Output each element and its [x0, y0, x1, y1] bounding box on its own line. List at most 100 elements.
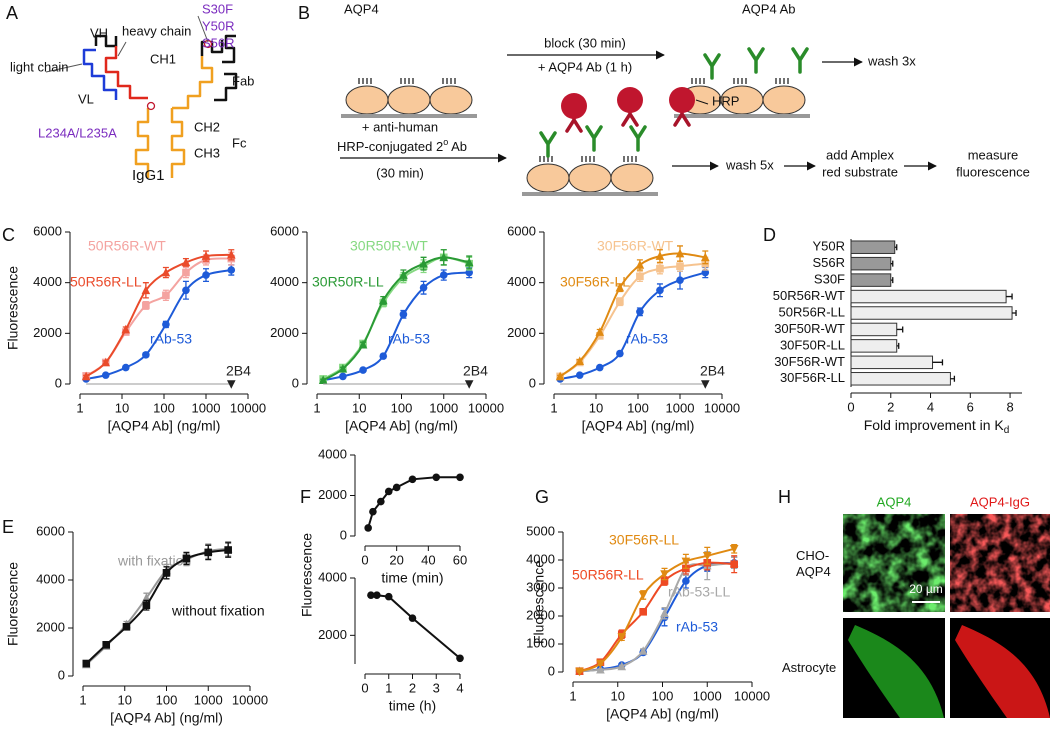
- panel-label: D: [763, 225, 776, 245]
- series-label: 2B4: [226, 363, 251, 379]
- marker: [464, 380, 474, 389]
- antibody: [585, 125, 603, 152]
- y-tick-label: S30F: [814, 272, 845, 287]
- marker: [81, 371, 91, 381]
- label: Fab: [232, 73, 254, 88]
- y-axis-label: Fluorescence: [5, 562, 21, 646]
- bar: [850, 240, 896, 254]
- mutation-site: [203, 39, 213, 49]
- fc-left: [134, 108, 150, 178]
- x-tick-label: 3: [433, 680, 440, 695]
- marker: [676, 276, 684, 284]
- marker: [660, 570, 669, 579]
- marker: [616, 297, 624, 306]
- y-tick-label: 0: [55, 375, 62, 390]
- marker: [639, 608, 647, 616]
- marker: [338, 364, 348, 373]
- label: AQP4: [344, 1, 379, 16]
- marker: [464, 257, 474, 267]
- vh-domain-right: [200, 40, 224, 56]
- marker: [392, 483, 401, 492]
- x-tick-label: 10: [118, 692, 132, 707]
- antibody: [747, 47, 765, 74]
- x-tick-label: 100: [627, 400, 649, 415]
- label: wash 3x: [867, 53, 916, 68]
- x-axis-label: [AQP4 Ab] (ng/ml): [108, 418, 221, 434]
- marker: [379, 352, 388, 360]
- y-tick-label: 6000: [36, 523, 65, 538]
- marker: [162, 569, 171, 577]
- marker: [358, 339, 368, 349]
- marker: [656, 286, 664, 295]
- column-label: AQP4: [877, 494, 912, 509]
- marker: [202, 271, 210, 279]
- marker: [616, 349, 624, 358]
- marker: [182, 554, 191, 563]
- x-tick-label: 1: [569, 688, 576, 703]
- marker: [617, 633, 627, 642]
- antibody-labels: VH heavy chain S30F Y50R S56R light chai…: [10, 1, 254, 184]
- heavy-chain-left: [104, 46, 148, 100]
- marker: [377, 497, 385, 506]
- antibody: [539, 131, 557, 158]
- marker: [638, 591, 648, 600]
- leader-line: [695, 99, 709, 105]
- marker: [102, 641, 111, 649]
- marker: [204, 548, 213, 557]
- panel-label: G: [535, 487, 549, 507]
- y-tick-label: 0: [529, 375, 536, 390]
- label: CH1: [150, 51, 176, 66]
- series-label: rAb-53: [150, 331, 192, 347]
- marker: [729, 545, 739, 554]
- marker: [700, 252, 710, 262]
- bar: [850, 289, 1007, 304]
- series-label: 2B4: [700, 363, 725, 379]
- marker: [359, 366, 367, 374]
- y-tick-label: 4000: [526, 551, 555, 566]
- series-label: without fixation: [171, 603, 265, 619]
- x-tick-label: 1000: [429, 400, 458, 415]
- error-bar: [1012, 310, 1017, 316]
- marker: [660, 577, 669, 585]
- marker: [456, 473, 464, 482]
- marker: [439, 252, 449, 262]
- marker: [681, 557, 691, 567]
- error-bar: [1006, 293, 1013, 300]
- bar: [850, 355, 934, 370]
- panel-label: H: [778, 487, 791, 507]
- series-label: rAb-53: [676, 619, 718, 635]
- marker: [615, 282, 625, 292]
- series-label: 30R50R-LL: [312, 274, 384, 290]
- y-tick-label: 4000: [36, 571, 65, 586]
- marker: [575, 356, 585, 365]
- marker: [595, 327, 605, 336]
- series-line: [559, 252, 706, 378]
- marker: [384, 592, 393, 601]
- leader-lines: [45, 15, 209, 73]
- cells: [339, 76, 479, 118]
- x-tick-label: 10000: [704, 400, 740, 415]
- y-tick-label: Y50R: [812, 239, 845, 254]
- x-tick-label: 1: [550, 400, 557, 415]
- label-part: Ab: [448, 139, 467, 154]
- antibody: [629, 125, 647, 152]
- x-tick-label: 2: [887, 399, 894, 414]
- y-tick-label: 50R56R-WT: [773, 288, 845, 303]
- light-chain-left: [82, 48, 118, 100]
- x-tick-label: 0: [847, 399, 854, 414]
- marker: [596, 664, 605, 674]
- marker: [575, 667, 584, 677]
- x-tick-label: 4: [456, 680, 463, 695]
- marker: [121, 363, 130, 372]
- hrp-antibody: [615, 85, 645, 127]
- marker: [595, 363, 604, 372]
- x-axis-label: [AQP4 Ab] (ng/ml): [582, 418, 695, 434]
- x-axis-label: [AQP4 Ab] (ng/ml): [345, 418, 458, 434]
- marker: [384, 487, 393, 496]
- marker: [141, 285, 151, 295]
- label: + anti-human: [362, 119, 438, 134]
- label: VH: [90, 25, 108, 40]
- marker: [339, 372, 347, 381]
- scale-bar-label: 20 µm: [909, 582, 943, 596]
- label: CH3: [194, 145, 220, 160]
